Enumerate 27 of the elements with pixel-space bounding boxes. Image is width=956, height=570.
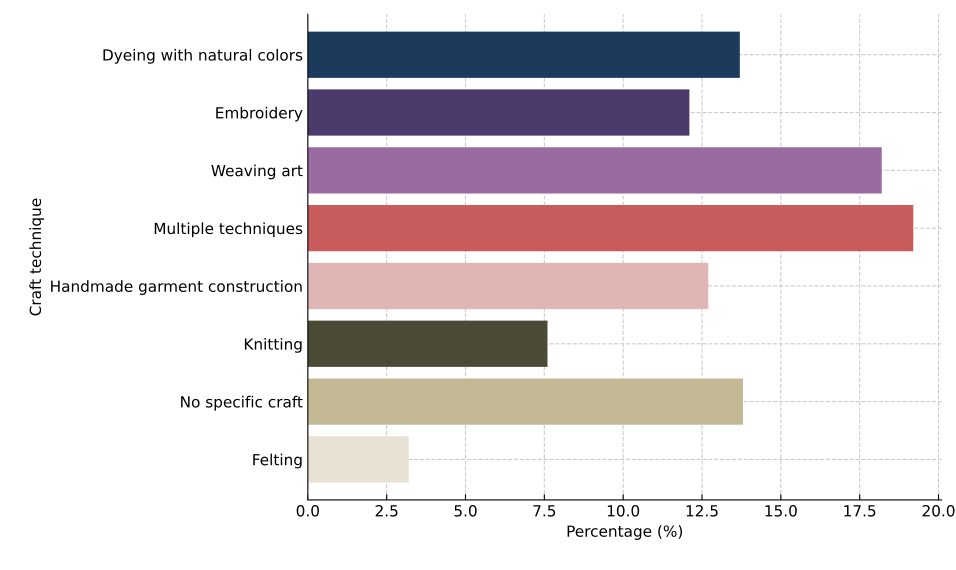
y-tick-label: Dyeing with natural colors xyxy=(103,48,302,64)
y-tick-label: Handmade garment construction xyxy=(51,280,302,295)
x-tick-label: 17.5 xyxy=(844,505,876,517)
x-axis-title: Percentage (%) xyxy=(568,525,682,540)
bar xyxy=(308,436,409,483)
y-tick-label: Multiple techniques xyxy=(154,222,302,238)
bar xyxy=(308,205,914,252)
y-tick-label: Embroidery xyxy=(216,106,303,122)
bar xyxy=(308,147,882,194)
x-tick-label: 10.0 xyxy=(608,505,640,517)
x-tick-label: 15.0 xyxy=(766,505,797,517)
x-tick-label: 5.0 xyxy=(454,505,477,517)
y-axis-title: Craft technique xyxy=(29,198,44,316)
bar xyxy=(308,320,548,367)
x-tick-label: 2.5 xyxy=(376,505,398,517)
x-tick-label: 20.0 xyxy=(922,505,954,517)
bar xyxy=(308,378,743,425)
y-tick-label: Knitting xyxy=(244,338,302,353)
x-tick-label: 0.0 xyxy=(296,505,319,517)
bar xyxy=(308,89,690,136)
y-tick-label: No specific craft xyxy=(181,396,303,411)
x-tick-label: 12.5 xyxy=(686,505,718,517)
y-tick-label: Weaving art xyxy=(211,164,303,180)
bar xyxy=(308,32,740,78)
bar xyxy=(308,262,708,310)
y-tick-label: Felting xyxy=(253,454,302,468)
x-tick-label: 7.5 xyxy=(533,505,556,517)
